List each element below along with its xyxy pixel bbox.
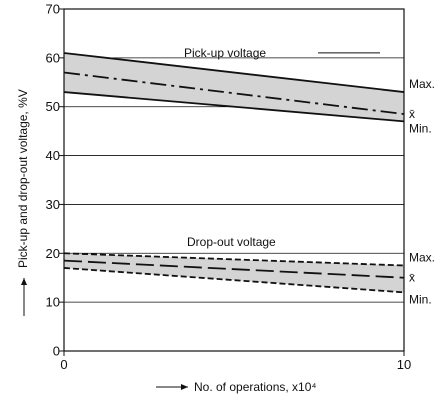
dropout-mean-line: [63, 259, 405, 279]
dropout-mean-label: x̄: [409, 271, 415, 285]
y-axis-label: Pick-up and drop-out voltage, %V: [16, 89, 30, 268]
pickup-voltage-label: Pick-up voltage: [184, 46, 266, 60]
dropout-max-line: [63, 252, 405, 267]
band-pickup: [64, 52, 404, 122]
pickup-min-label: Min.: [409, 121, 432, 135]
x-tick-label-0: 0: [60, 357, 67, 372]
dropout-min-label: Min.: [409, 292, 432, 306]
band-dropout: [64, 253, 404, 293]
y-tick-label-30: 30: [46, 197, 60, 212]
dropout-min-line: [63, 267, 405, 294]
y-tick-label-10: 10: [46, 295, 60, 310]
y-tick-label-50: 50: [46, 99, 60, 114]
pickup-max-line: [63, 52, 405, 93]
y-tick-label-60: 60: [46, 50, 60, 65]
plot-frame: [63, 8, 405, 352]
series-lines: [63, 52, 405, 294]
dropout-voltage-label: Drop-out voltage: [187, 235, 276, 249]
series-labels: Max.x̄Min.Max.x̄Min.: [409, 77, 435, 306]
y-tick-label-70: 70: [46, 2, 60, 17]
x-axis-label: No. of operations, x10⁴: [194, 380, 317, 394]
x-tick-label-10: 10: [397, 357, 411, 372]
pickup-max-label: Max.: [409, 77, 435, 91]
dropout-max-label: Max.: [409, 251, 435, 265]
range-bands: [64, 52, 404, 293]
axis-ticks: 0 10 20 30 40 50 60 70 0 10: [46, 2, 412, 373]
y-tick-label-20: 20: [46, 246, 60, 261]
y-tick-label-0: 0: [53, 344, 60, 359]
pickup-min-line: [63, 91, 405, 123]
pickup-mean-label: x̄: [409, 107, 415, 121]
y-tick-label-40: 40: [46, 148, 60, 163]
